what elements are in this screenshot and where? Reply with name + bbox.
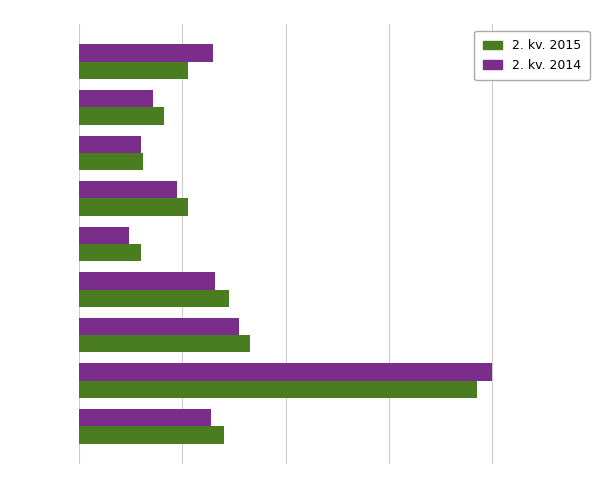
Bar bbox=[79, 44, 213, 61]
Legend: 2. kv. 2015, 2. kv. 2014: 2. kv. 2015, 2. kv. 2014 bbox=[474, 31, 590, 81]
Bar bbox=[79, 318, 239, 335]
Bar bbox=[79, 181, 178, 199]
Bar bbox=[79, 272, 215, 289]
Bar bbox=[79, 107, 164, 124]
Bar bbox=[79, 364, 492, 381]
Bar bbox=[79, 335, 249, 352]
Bar bbox=[79, 409, 212, 427]
Bar bbox=[79, 153, 143, 170]
Bar bbox=[79, 244, 141, 261]
Bar bbox=[79, 61, 187, 79]
Bar bbox=[79, 289, 229, 307]
Bar bbox=[79, 199, 187, 216]
Bar bbox=[79, 381, 477, 398]
Bar bbox=[79, 136, 141, 153]
Bar bbox=[79, 427, 224, 444]
Bar bbox=[79, 90, 153, 107]
Bar bbox=[79, 227, 129, 244]
